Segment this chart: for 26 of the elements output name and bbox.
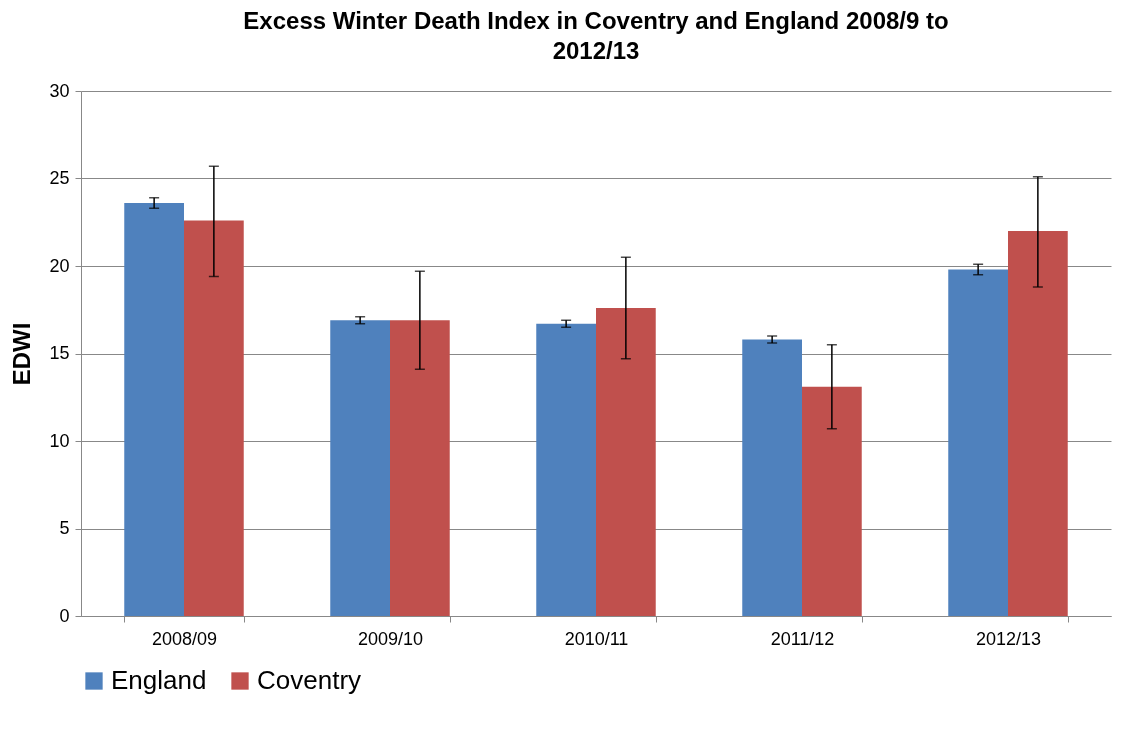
y-axis-title: EDWI xyxy=(8,322,36,386)
y-tick-label: 25 xyxy=(49,168,70,188)
bar xyxy=(124,203,184,616)
bar xyxy=(802,386,862,616)
bar xyxy=(536,323,596,616)
bar xyxy=(330,320,390,616)
y-tick-label: 5 xyxy=(59,518,70,538)
x-tick-label: 2011/12 xyxy=(770,628,835,649)
chart-title: Excess Winter Death Index in Coventry and England 2008/9 to 2012/13 xyxy=(243,7,949,64)
bar xyxy=(596,308,656,616)
y-tick-label: 0 xyxy=(59,605,70,626)
x-tick-label: 2008/09 xyxy=(151,628,218,649)
y-tick-label: 15 xyxy=(49,343,70,363)
y-tick-label: 20 xyxy=(49,255,70,276)
bar xyxy=(390,320,450,616)
x-tick-label: 2009/10 xyxy=(357,628,424,649)
y-tick-label: 10 xyxy=(49,430,70,451)
bar xyxy=(184,220,244,616)
bar xyxy=(1008,231,1068,616)
bar xyxy=(742,339,802,616)
x-tick-label: 2012/13 xyxy=(975,628,1042,649)
legend-label: England xyxy=(111,665,207,695)
y-tick-label: 30 xyxy=(49,80,70,101)
x-tick-label: 2010/11 xyxy=(564,628,629,649)
legend-label: Coventry xyxy=(257,665,362,695)
bar xyxy=(948,269,1008,616)
